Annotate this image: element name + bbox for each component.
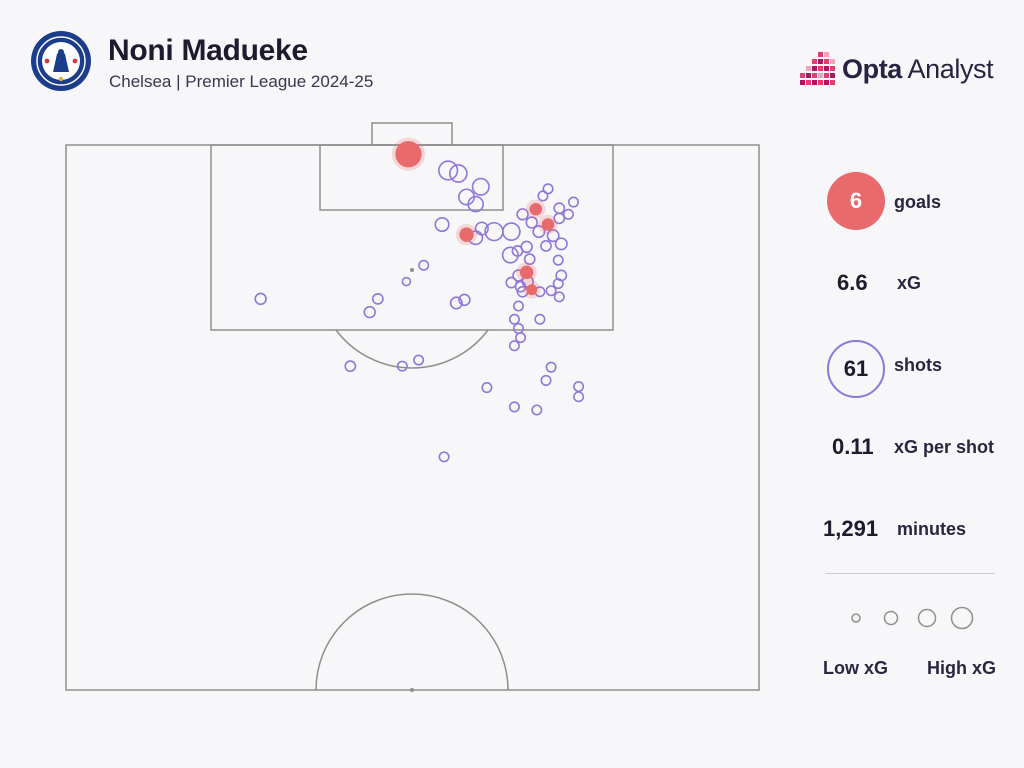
penalty-box xyxy=(210,144,614,331)
shot-point-23 xyxy=(540,239,552,252)
shot-point-15 xyxy=(537,190,549,202)
shots-value: 61 xyxy=(827,340,885,398)
shot-point-52 xyxy=(396,360,408,372)
legend-circle-md xyxy=(917,608,937,628)
shot-point-55 xyxy=(545,361,557,373)
shot-map-pitch xyxy=(65,122,760,692)
legend-low-label: Low xG xyxy=(823,658,889,678)
legend-circle-lg xyxy=(950,606,974,630)
shot-point-2 xyxy=(448,164,468,183)
xg-size-legend xyxy=(851,606,974,630)
shot-point-14 xyxy=(532,225,546,239)
shot-point-48 xyxy=(254,292,267,306)
shots-label: shots xyxy=(894,355,943,375)
centre-spot xyxy=(410,688,414,692)
page-title: Noni Madueke xyxy=(108,34,308,67)
xg-per-shot-value: 0.11 xyxy=(832,434,874,459)
shot-point-33 xyxy=(553,291,565,303)
goals-layer xyxy=(391,137,558,299)
shot-point-49 xyxy=(371,292,384,305)
xg-label: xG xyxy=(897,273,922,293)
goal-point-5 xyxy=(519,265,534,280)
shot-point-11 xyxy=(501,246,519,264)
goal-point-6 xyxy=(526,284,538,296)
penalty-spot xyxy=(410,268,414,272)
header: Noni Madueke Chelsea | Premier League 20… xyxy=(0,0,1024,110)
shot-point-61 xyxy=(438,451,450,463)
subtitle: Chelsea | Premier League 2024-25 xyxy=(109,72,374,91)
shot-point-13 xyxy=(525,216,538,229)
brand-name: Opta Analyst xyxy=(842,54,994,85)
shot-point-19 xyxy=(562,208,574,220)
minutes-label: minutes xyxy=(897,519,967,539)
shot-point-25 xyxy=(511,245,524,257)
shot-point-1 xyxy=(438,160,459,181)
goal-point-4 xyxy=(541,218,555,231)
shot-point-47 xyxy=(401,276,412,287)
centre-circle xyxy=(315,593,509,691)
shot-point-39 xyxy=(508,313,520,325)
shot-point-8 xyxy=(434,216,450,233)
legend-circle-sm xyxy=(883,610,899,626)
shot-point-50 xyxy=(363,305,376,319)
shot-point-38 xyxy=(512,300,525,312)
shot-point-37 xyxy=(514,280,527,293)
shot-point-44 xyxy=(458,293,471,307)
shot-point-42 xyxy=(515,332,527,344)
shot-point-58 xyxy=(573,391,585,403)
shot-point-45 xyxy=(449,296,463,310)
shot-point-12 xyxy=(516,208,529,221)
shot-point-56 xyxy=(540,374,552,386)
shot-point-16 xyxy=(542,183,554,195)
shot-point-17 xyxy=(553,202,566,215)
shot-point-51 xyxy=(344,360,357,373)
divider xyxy=(825,573,995,574)
legend-high-label: High xG xyxy=(927,658,997,678)
shots-layer xyxy=(254,160,585,463)
shot-point-3 xyxy=(471,177,490,196)
shot-point-18 xyxy=(553,212,566,225)
shot-point-32 xyxy=(545,285,557,297)
xg-per-shot-label: xG per shot xyxy=(894,437,995,457)
goal-point-3 xyxy=(529,202,543,216)
shot-point-21 xyxy=(546,229,560,243)
shot-point-43 xyxy=(508,340,520,352)
shot-point-53 xyxy=(413,354,425,366)
shot-point-22 xyxy=(554,237,568,251)
brand-name-bold: Opta xyxy=(842,54,902,84)
penalty-arc xyxy=(335,329,489,369)
brand-name-rest: Analyst xyxy=(901,54,994,84)
shot-point-7 xyxy=(501,222,521,241)
shot-point-31 xyxy=(552,278,564,290)
goals-label: goals xyxy=(894,192,942,212)
shot-point-60 xyxy=(531,404,543,416)
goal-point-1 xyxy=(395,141,422,168)
minutes-value: 1,291 xyxy=(823,516,879,541)
shot-point-57 xyxy=(573,381,585,393)
goal-point-2 xyxy=(459,227,474,242)
brand-logo: Opta Analyst xyxy=(796,48,1006,90)
shot-point-59 xyxy=(508,401,520,413)
shot-point-41 xyxy=(512,322,525,334)
goals-value: 6 xyxy=(827,172,885,230)
shot-point-20 xyxy=(567,196,580,208)
shot-point-26 xyxy=(523,253,536,266)
shot-point-54 xyxy=(481,382,493,394)
shot-point-5 xyxy=(467,195,485,213)
pitch-outline xyxy=(65,144,760,691)
pitch-markings xyxy=(65,122,760,691)
legend-circle-xs xyxy=(851,613,861,623)
chelsea-crest-icon xyxy=(31,31,91,91)
shot-point-46 xyxy=(418,259,430,271)
shot-point-27 xyxy=(552,254,564,266)
shot-point-40 xyxy=(534,313,546,325)
opta-analyst-logo-icon xyxy=(800,52,835,85)
xg-value: 6.6 xyxy=(837,270,868,295)
stats-panel: 6 goals 6.6 xG 61 shots 0.11 xG per shot… xyxy=(820,160,1010,700)
